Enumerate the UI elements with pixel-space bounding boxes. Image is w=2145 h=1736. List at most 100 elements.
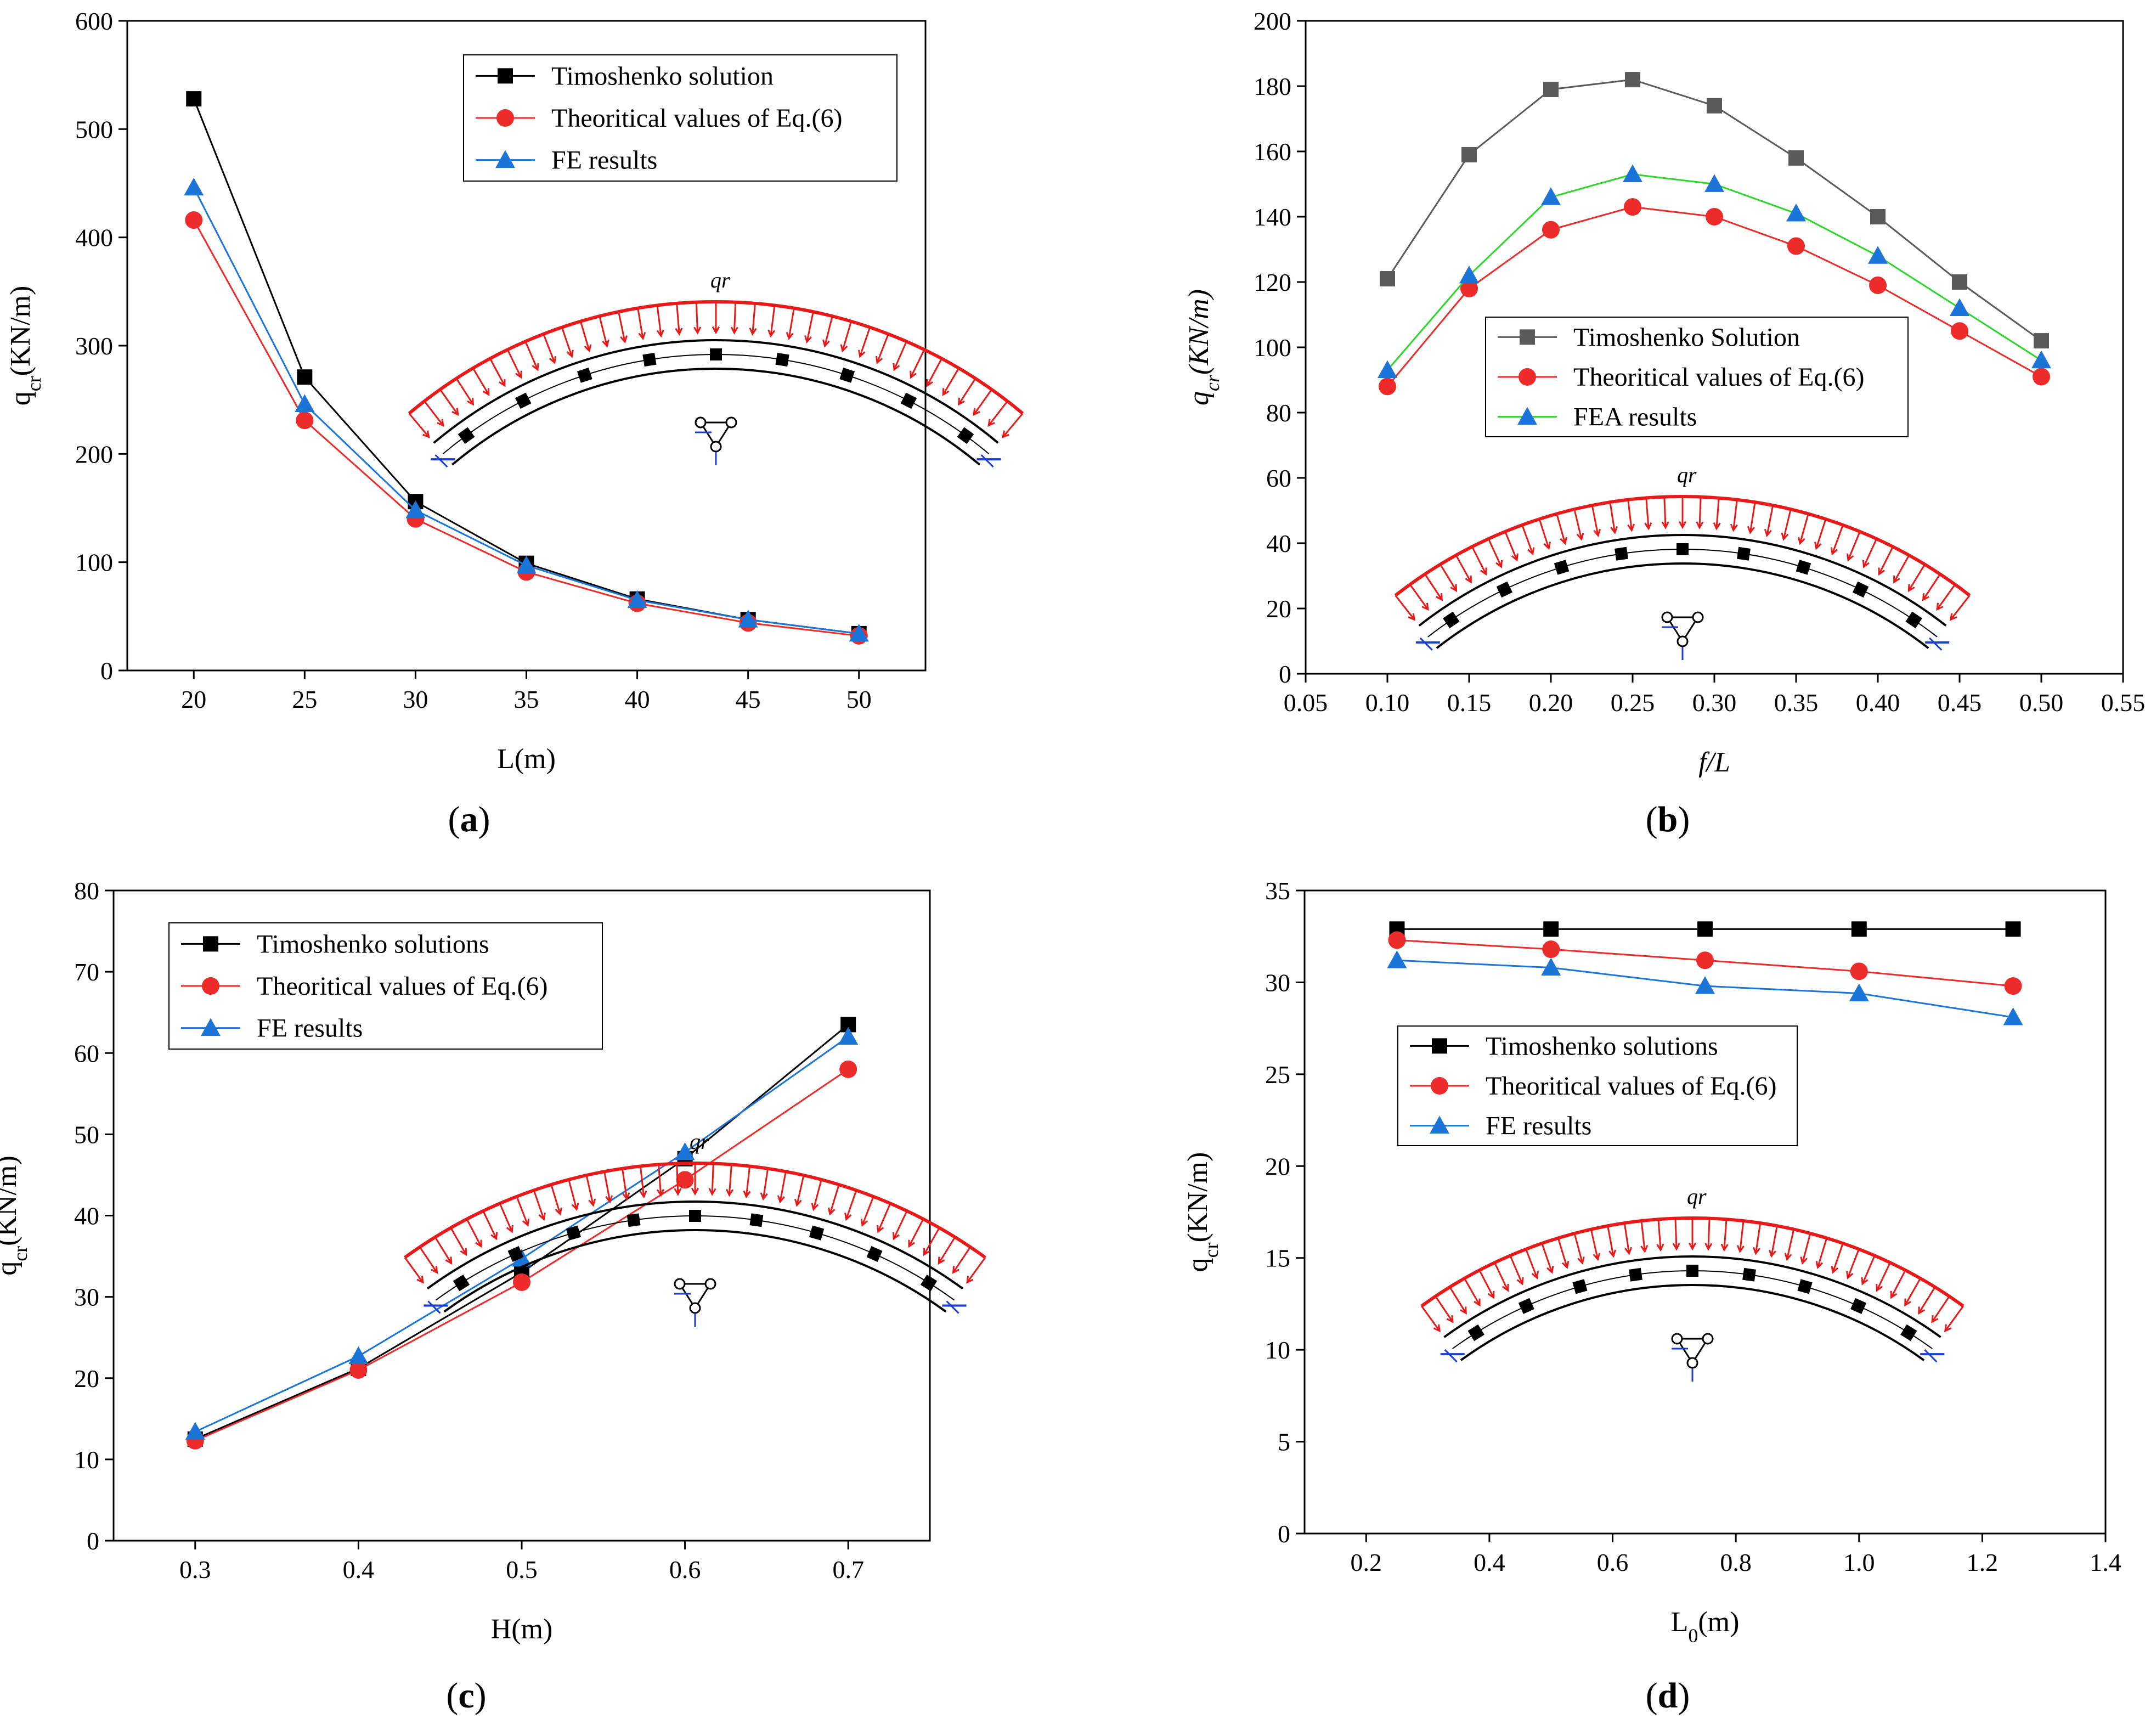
- load-arrowhead: [656, 329, 664, 338]
- load-arrowhead: [749, 328, 757, 336]
- load-arrowhead: [1627, 523, 1635, 532]
- web-block: [1742, 1267, 1756, 1282]
- data-point-square-4: [2005, 921, 2021, 937]
- load-arrowhead: [877, 1225, 884, 1233]
- data-point-circle-5: [1787, 237, 1805, 255]
- x-tick-label: 0.3: [179, 1555, 211, 1583]
- x-tick-label: 0.45: [1938, 689, 1982, 717]
- load-arrowhead: [1907, 584, 1915, 593]
- web-block: [642, 352, 657, 367]
- y-tick-label: 0: [87, 1527, 99, 1555]
- y-tick-label: 40: [74, 1202, 99, 1230]
- load-arrow: [779, 1171, 787, 1202]
- y-tick-label: 30: [74, 1283, 99, 1311]
- load-arrow: [1421, 1305, 1441, 1332]
- y-tick-label: 160: [1254, 138, 1291, 166]
- web-block: [1797, 1279, 1813, 1294]
- section-node-icon: [689, 1302, 701, 1314]
- x-tick-label: 0.5: [506, 1555, 538, 1583]
- panel-label: (a): [448, 799, 490, 839]
- section-node-icon: [1677, 635, 1689, 647]
- load-arrow: [516, 1196, 529, 1226]
- data-point-circle-2: [1542, 221, 1560, 239]
- load-arrowhead: [584, 344, 592, 353]
- section-node-icon: [1661, 611, 1673, 623]
- beam-inset-diagram: qr: [404, 1129, 986, 1327]
- load-arrow: [1831, 525, 1844, 554]
- web-block: [900, 392, 917, 409]
- support-icon: [1444, 1349, 1458, 1363]
- data-point-square-0: [1520, 329, 1535, 345]
- web-block: [1905, 611, 1922, 629]
- y-tick-label: 100: [75, 549, 113, 577]
- web-block: [1677, 543, 1689, 555]
- load-arrowhead: [1543, 542, 1551, 550]
- load-arrowhead: [1672, 1243, 1680, 1251]
- load-arrow: [1607, 1226, 1615, 1256]
- load-arrowhead: [957, 397, 965, 406]
- load-arrow: [1799, 514, 1809, 544]
- beam-chord: [451, 367, 981, 466]
- load-arrow: [711, 1163, 714, 1194]
- chart-panel-c: 0 10 20 30 40 50 60 70 80 0.3 0.4 0.5 0.6 0.7 H(m) qcr(…: [0, 877, 986, 1716]
- data-point-triangle-3: [1849, 983, 1869, 1001]
- load-arrow: [1449, 1287, 1467, 1314]
- load-arrowhead: [1814, 542, 1822, 550]
- data-point-circle-4: [1706, 208, 1723, 226]
- section-icon: [1675, 1338, 1709, 1365]
- y-tick-label: 10: [74, 1446, 99, 1474]
- support-icon: [1924, 1349, 1938, 1363]
- data-point-triangle-1: [348, 1346, 369, 1365]
- load-arrowhead: [1433, 1324, 1441, 1333]
- data-point-circle-7: [1951, 322, 1968, 340]
- x-tick-label: 45: [736, 685, 761, 713]
- web-block: [453, 1275, 470, 1292]
- web-block: [1796, 560, 1811, 575]
- load-arrow: [656, 305, 662, 336]
- load-arrowhead: [760, 1192, 768, 1201]
- load-arrow: [752, 303, 756, 334]
- load-arrowhead: [893, 1232, 900, 1241]
- load-arrowhead: [858, 350, 866, 358]
- load-arrow: [1521, 525, 1534, 554]
- load-arrowhead: [1465, 575, 1472, 584]
- x-tick-label: 0.25: [1611, 689, 1655, 717]
- load-arrow: [762, 1168, 769, 1199]
- load-arrow: [1878, 546, 1894, 575]
- load-arrow: [1640, 1220, 1646, 1252]
- load-arrowhead: [638, 332, 646, 341]
- data-point-square-7: [1952, 274, 1967, 290]
- legend-entry: Timoshenko solutions: [1486, 1032, 1718, 1061]
- y-tick-label: 60: [74, 1039, 99, 1067]
- section-node-icon: [704, 1278, 716, 1290]
- load-arrowhead: [952, 1266, 959, 1274]
- load-arrowhead: [1501, 1283, 1509, 1292]
- load-arrowhead: [522, 1218, 530, 1227]
- y-tick-label: 100: [1254, 334, 1291, 362]
- x-axis-label: f/L: [1698, 747, 1730, 778]
- load-label: qr: [1677, 463, 1697, 487]
- beam-chord: [433, 339, 999, 444]
- load-arrowhead: [1752, 1247, 1760, 1255]
- web-block: [839, 368, 855, 383]
- load-arrowhead: [588, 1198, 596, 1207]
- web-block: [957, 427, 974, 444]
- data-point-triangle-1: [1541, 957, 1561, 976]
- load-arrow: [1936, 584, 1956, 610]
- load-arrow: [1556, 514, 1566, 544]
- series-1: [1379, 198, 2050, 396]
- load-arrow: [603, 1171, 611, 1202]
- load-arrowhead: [926, 379, 933, 387]
- data-point-circle-8: [2033, 368, 2050, 386]
- load-arrow: [639, 1166, 645, 1197]
- legend-entry: Theoritical values of Eq.(6): [1573, 363, 1864, 392]
- x-tick-label: 0.6: [1597, 1548, 1629, 1576]
- load-arrow: [543, 334, 556, 363]
- data-point-triangle-0: [1378, 360, 1397, 379]
- data-point-circle-1: [1519, 368, 1536, 386]
- load-arrowhead: [1421, 602, 1429, 611]
- data-point-triangle-3: [516, 555, 537, 573]
- data-point-circle-0: [1388, 931, 1406, 949]
- load-arrow: [1455, 555, 1472, 583]
- beam-inset-diagram: qr: [408, 268, 1024, 468]
